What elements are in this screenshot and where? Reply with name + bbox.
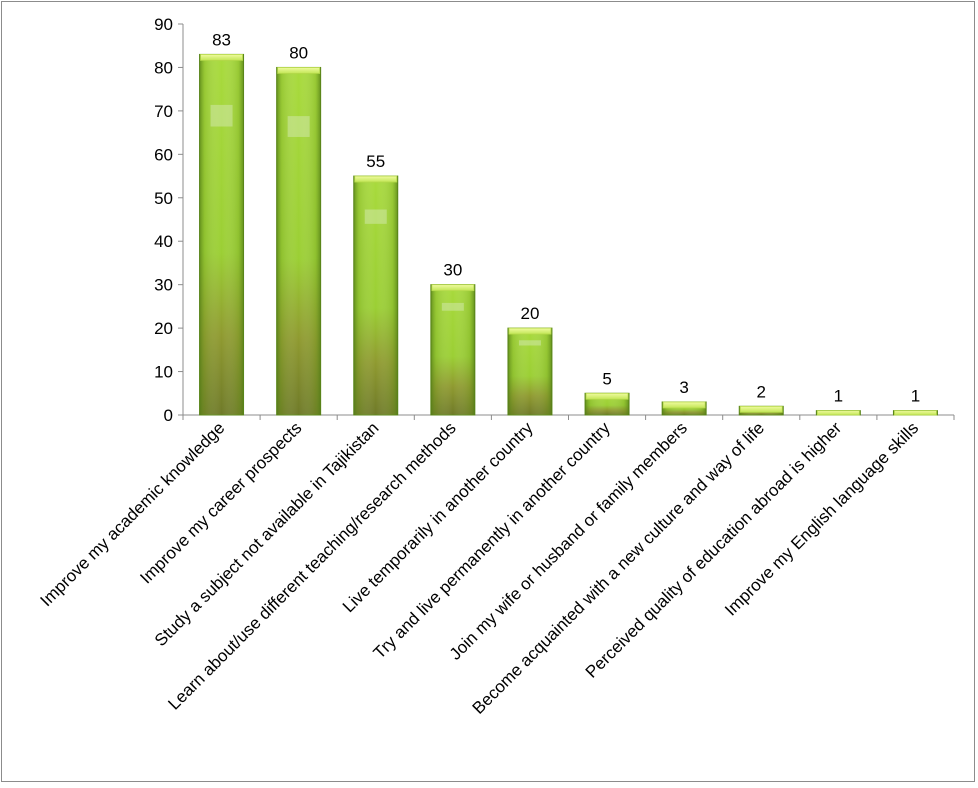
data-label: 1 [834,387,843,406]
bars [199,53,938,416]
bar-highlight [210,104,233,127]
y-tick-label: 50 [154,189,173,208]
y-tick-label: 30 [154,276,173,295]
bar-cap [508,327,552,335]
bar-cap [277,67,321,74]
bar [815,410,861,416]
bar [661,401,707,416]
data-label: 20 [520,304,539,323]
bar-cap [816,410,860,416]
bar-cap [200,54,243,61]
bar [276,66,322,416]
bar [584,392,630,416]
bar-cap [894,410,937,416]
x-tick-label: Become acquainted with a new culture and… [469,418,768,717]
y-tick-label: 40 [154,232,173,251]
bar [199,53,245,416]
bar [738,405,784,416]
y-tick-label: 10 [154,363,173,382]
bar-cap [662,401,706,409]
data-label: 55 [366,152,385,171]
data-labels: 83 80 55 30 20 5 3 2 1 1 [212,30,920,405]
axes: 0 10 20 30 40 50 60 70 80 90 [154,15,955,425]
data-label: 30 [443,261,462,280]
bar-highlight [364,209,387,224]
x-tick-label: Learn about/use different teaching/resea… [164,418,459,713]
bar-cap [739,405,783,413]
y-tick-label: 20 [154,319,173,338]
data-label: 1 [911,387,920,406]
y-tick-label: 0 [164,406,173,425]
bar [353,175,399,416]
bar-cap [431,284,475,292]
x-tick-label: Improve my career prospects [136,418,305,587]
bar [507,327,553,416]
bar [430,284,476,416]
data-label: 5 [602,369,611,388]
bar-highlight [441,302,464,311]
y-tick-label: 80 [154,58,173,77]
data-label: 3 [679,378,688,397]
bar [892,410,938,416]
bar-cap [585,392,629,400]
y-tick-label: 70 [154,102,173,121]
data-label: 2 [757,382,766,401]
data-label: 83 [212,30,231,49]
bar-cap [354,175,398,183]
bar-highlight [518,340,541,346]
bar-highlight [287,116,310,137]
y-tick-label: 60 [154,145,173,164]
data-label: 80 [289,43,308,62]
x-tick-label: Perceived quality of education abroad is… [582,418,846,682]
y-tick-label: 90 [154,15,173,34]
